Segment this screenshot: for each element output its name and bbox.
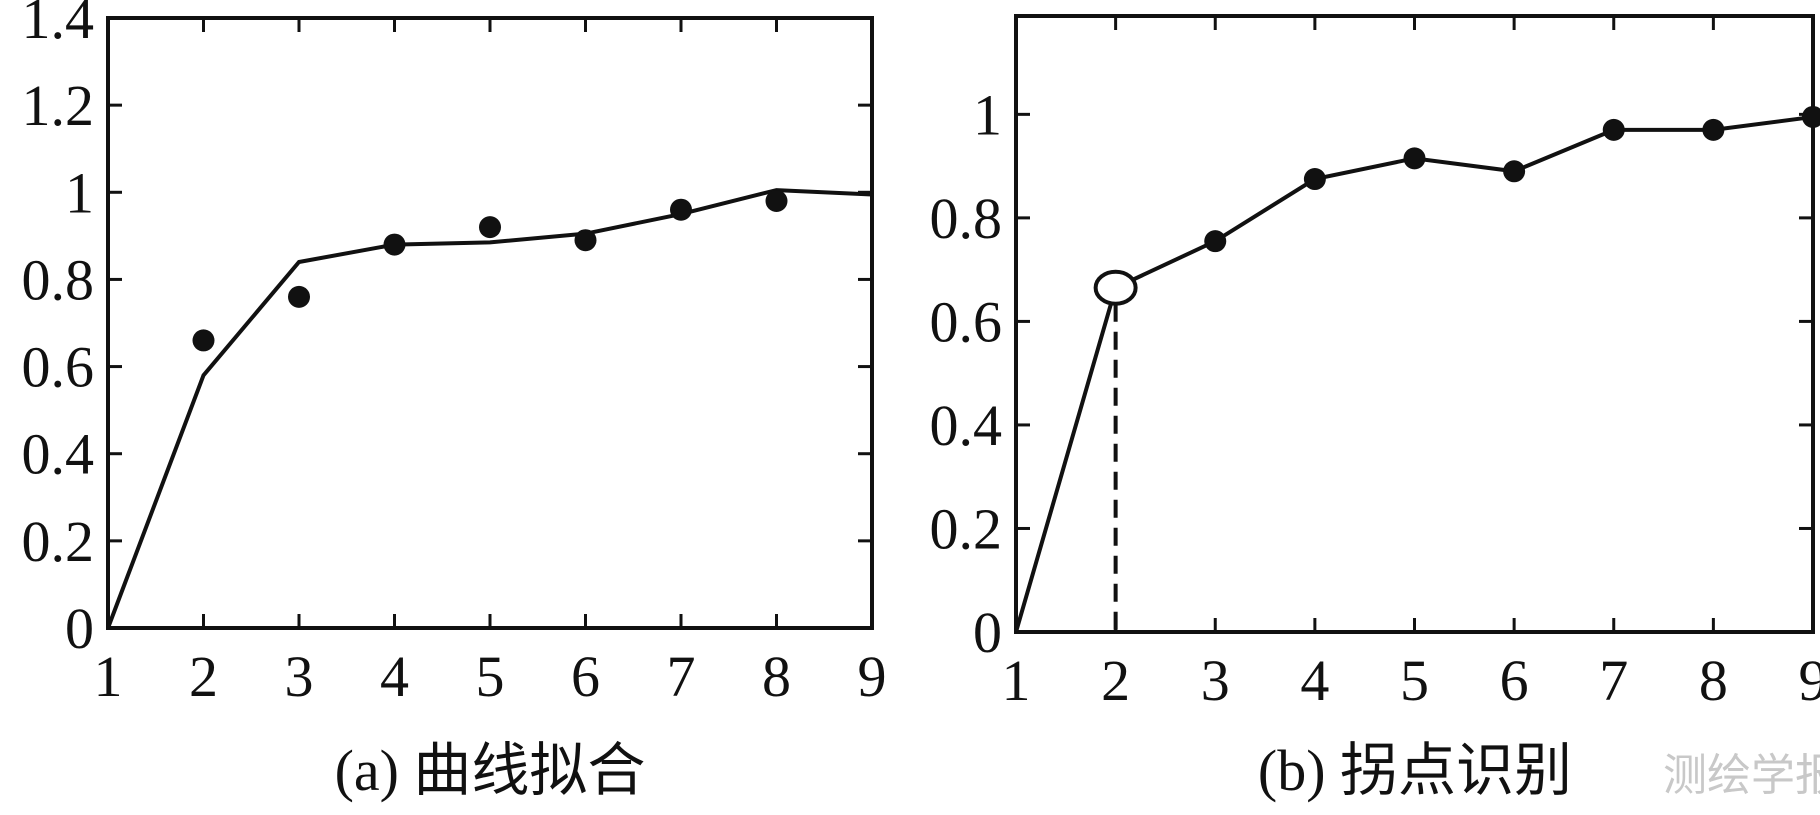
x-tick-label: 2 xyxy=(1101,648,1130,713)
panel-b-inflection-detection: 1 2 3 4 5 6 7 8 9 0 0.2 0.4 0.6 0.8 1 (b) 拐点识别 xyxy=(930,14,1820,803)
data-point-marker xyxy=(1802,105,1820,128)
y-tick-label: 0.8 xyxy=(930,186,1003,251)
x-tick-label: 2 xyxy=(189,644,218,709)
data-point-marker xyxy=(1503,160,1526,183)
data-point-marker xyxy=(1702,118,1725,141)
x-tick-label: 8 xyxy=(762,644,791,709)
y-tick-label: 1.2 xyxy=(22,73,95,138)
x-tick-label: 4 xyxy=(1300,648,1329,713)
y-tick-label: 0.6 xyxy=(22,335,95,400)
data-point-marker xyxy=(1403,147,1426,170)
data-point-marker xyxy=(479,216,501,239)
panel-caption: (b) 拐点识别 xyxy=(1258,738,1572,803)
inflection-point-marker xyxy=(1093,269,1138,306)
y-tick-label: 0.8 xyxy=(22,247,95,312)
data-point-marker xyxy=(383,233,406,256)
x-tick-label: 6 xyxy=(1500,648,1529,713)
panel-caption: (a) 曲线拟合 xyxy=(335,738,646,803)
x-tick-label: 3 xyxy=(285,644,314,709)
x-tick-label: 6 xyxy=(571,644,600,709)
data-point-marker xyxy=(670,198,692,221)
y-tick-label: 0.2 xyxy=(930,496,1003,561)
plot-frame xyxy=(1014,14,1815,634)
data-point-marker xyxy=(288,285,310,308)
y-tick-label: 0.6 xyxy=(930,289,1003,354)
x-tick-label: 4 xyxy=(380,644,409,709)
x-tick-label: 9 xyxy=(1799,648,1820,713)
x-tick-label: 3 xyxy=(1201,648,1230,713)
y-tick-label: 0.4 xyxy=(22,422,95,487)
series-line xyxy=(106,188,873,629)
y-tick-label: 0.2 xyxy=(22,509,95,574)
data-point-marker xyxy=(765,190,788,212)
x-tick-label: 1 xyxy=(94,644,123,709)
y-tick-label: 0 xyxy=(973,600,1002,665)
x-tick-label: 5 xyxy=(1400,648,1429,713)
series-line xyxy=(1014,114,1814,633)
data-point-marker xyxy=(574,229,597,252)
y-tick-label: 1 xyxy=(973,82,1002,147)
x-tick-label: 7 xyxy=(667,644,696,709)
data-point-marker xyxy=(192,329,215,352)
data-point-marker xyxy=(1204,230,1227,253)
x-tick-label: 9 xyxy=(858,644,887,709)
watermark-text: 测绘学报 xyxy=(1663,750,1820,801)
x-tick-label: 5 xyxy=(476,644,505,709)
x-tick-label: 7 xyxy=(1599,648,1628,713)
data-point-marker xyxy=(1303,168,1326,191)
y-tick-label: 1 xyxy=(65,160,94,225)
x-tick-label: 8 xyxy=(1699,648,1728,713)
plot-frame xyxy=(106,16,874,630)
x-tick-label: 1 xyxy=(1002,648,1031,713)
y-tick-label: 1.4 xyxy=(22,0,95,51)
y-tick-label: 0 xyxy=(65,596,94,661)
y-tick-label: 0.4 xyxy=(930,393,1003,458)
panel-a-curve-fitting: 1 2 3 4 5 6 7 8 9 0 0.2 0.4 0.6 0.8 1 1.2 1.4 (a) 曲线拟合 xyxy=(22,0,887,803)
data-point-marker xyxy=(1602,118,1625,141)
